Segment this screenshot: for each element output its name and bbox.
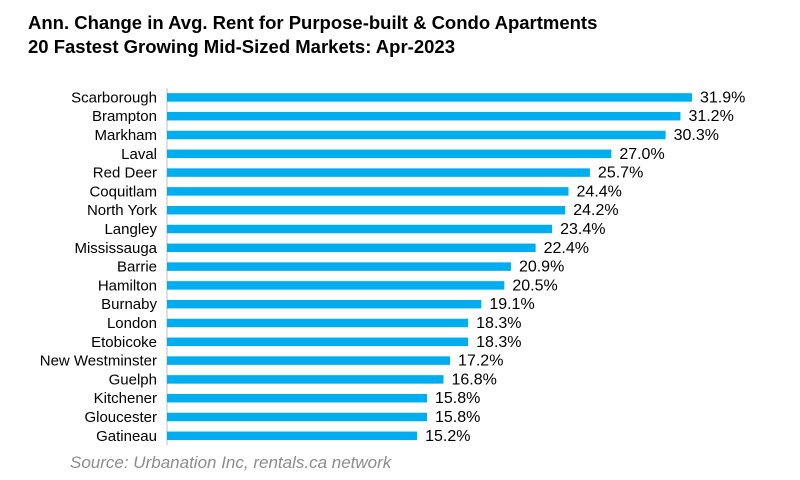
bar	[167, 412, 428, 422]
data-label: 18.3%	[476, 315, 521, 332]
y-tick-label: Burnaby	[101, 296, 157, 313]
bar	[167, 168, 590, 177]
data-label: 17.2%	[458, 353, 503, 370]
y-tick-label: Gloucester	[84, 409, 157, 426]
data-label: 27.0%	[619, 146, 664, 163]
data-label: 24.2%	[573, 202, 618, 219]
bar	[167, 262, 511, 271]
y-tick-label: London	[107, 315, 157, 332]
bar	[167, 393, 428, 403]
data-label: 15.8%	[435, 409, 480, 426]
bar	[167, 375, 444, 384]
data-label: 20.9%	[519, 259, 564, 276]
y-tick-label: Langley	[104, 221, 157, 238]
data-label: 31.9%	[700, 89, 745, 106]
y-tick-label: Etobicoke	[91, 334, 157, 351]
y-tick-label: Mississauga	[74, 240, 157, 257]
data-label: 30.3%	[674, 127, 719, 144]
y-tick-label: Markham	[94, 127, 157, 144]
bar	[167, 243, 536, 253]
data-label: 19.1%	[489, 296, 534, 313]
bar	[167, 205, 566, 215]
y-tick-label: Kitchener	[94, 390, 157, 407]
bar	[167, 224, 553, 234]
data-label: 31.2%	[688, 108, 733, 125]
y-tick-label: Gatineau	[96, 428, 157, 445]
data-label: 22.4%	[544, 240, 589, 257]
data-label: 16.8%	[451, 371, 496, 388]
source-note: Source: Urbanation Inc, rentals.ca netwo…	[70, 453, 392, 472]
y-tick-label: Coquitlam	[89, 183, 157, 200]
y-tick-label: Guelph	[109, 371, 157, 388]
data-label: 25.7%	[598, 165, 643, 182]
y-tick-label: Brampton	[92, 108, 157, 125]
y-tick-label: Hamilton	[98, 277, 157, 294]
y-tick-label: Laval	[121, 146, 157, 163]
bar	[167, 356, 451, 365]
bar	[167, 187, 569, 196]
y-tick-label: New Westminster	[40, 353, 157, 370]
data-label: 20.5%	[512, 277, 557, 294]
data-label: 15.2%	[425, 428, 470, 445]
data-label: 15.8%	[435, 390, 480, 407]
bar	[167, 299, 482, 309]
chart-subtitle: 20 Fastest Growing Mid-Sized Markets: Ap…	[28, 36, 455, 57]
data-label: 24.4%	[577, 183, 622, 200]
bar	[167, 281, 505, 290]
chart-title: Ann. Change in Avg. Rent for Purpose-bui…	[28, 12, 598, 33]
bar	[167, 337, 469, 347]
bar	[167, 318, 469, 328]
bar	[167, 431, 418, 441]
data-label: 18.3%	[476, 334, 521, 351]
y-tick-label: Scarborough	[71, 89, 157, 106]
data-label: 23.4%	[560, 221, 605, 238]
y-tick-label: Barrie	[117, 259, 157, 276]
y-tick-label: Red Deer	[93, 165, 157, 182]
y-tick-label: North York	[87, 202, 158, 219]
bar	[167, 149, 612, 159]
bar	[167, 130, 666, 140]
bar	[167, 93, 692, 102]
bar	[167, 111, 681, 121]
